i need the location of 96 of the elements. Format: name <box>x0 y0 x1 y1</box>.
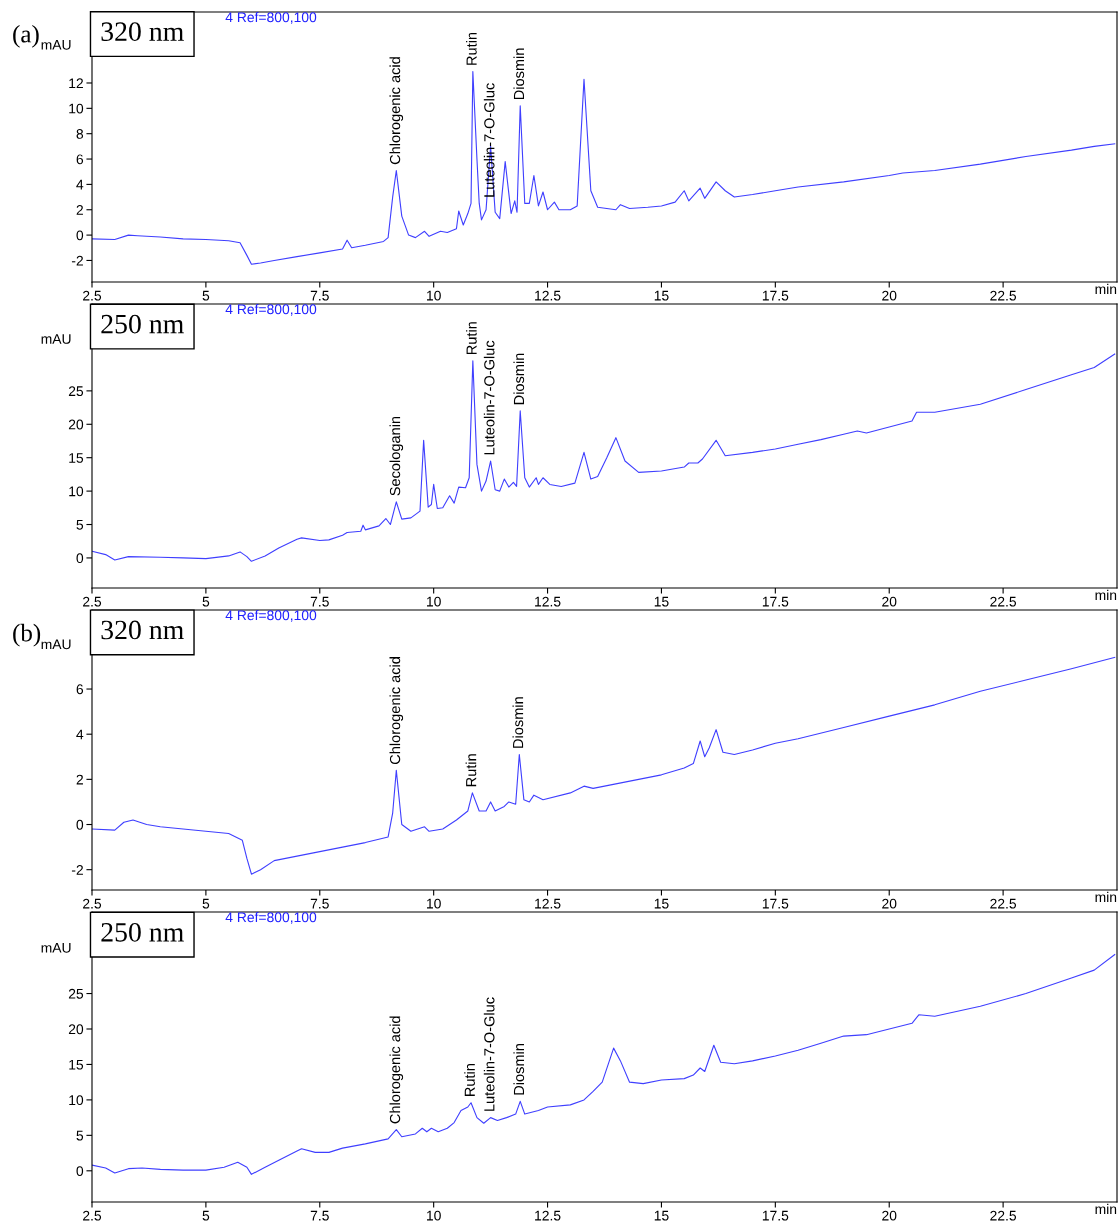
x-tick-label: 15 <box>654 290 669 301</box>
x-tick-label: 5 <box>202 596 210 607</box>
y-tick-label: 6 <box>76 684 84 695</box>
x-tick-label: 20 <box>882 1210 897 1221</box>
x-tick-label: 10 <box>427 898 441 909</box>
line-series <box>92 656 1116 875</box>
y-axis-title: mAU <box>41 943 71 953</box>
annotation: Rutin <box>464 1064 475 1096</box>
annotation: Diosmin <box>513 353 525 405</box>
annotation: Chlorogenic acid <box>389 657 404 765</box>
y-tick-label: 25 <box>68 386 84 397</box>
chart-title: 250 nm <box>101 922 184 942</box>
chart-title: 320 nm <box>101 620 184 640</box>
y-tick-label: 8 <box>76 129 84 139</box>
x-tick-label: 7.5 <box>310 1210 329 1221</box>
y-tick-label: 10 <box>69 486 84 497</box>
y-tick-label: 0 <box>76 553 84 564</box>
y-axis-title: mAU <box>41 334 71 344</box>
y-tick-label: 2 <box>76 774 83 785</box>
annotation: Secologanin <box>389 416 404 496</box>
annotation: Chlorogenic acid <box>389 1016 404 1124</box>
y-tick-label: 15 <box>69 1059 84 1070</box>
y-tick-label: -2 <box>71 255 83 266</box>
x-tick-label: 7.5 <box>310 898 329 909</box>
annotation: Luteolin-7-O-Gluc <box>483 997 495 1111</box>
x-tick-label: 12.5 <box>535 290 561 301</box>
x-tick-label: 10 <box>427 596 441 607</box>
y-tick-label: 12 <box>69 78 83 89</box>
y-tick-label: 0 <box>76 230 84 241</box>
x-tick-label: 22.5 <box>990 898 1017 909</box>
annotation: 4 Ref=800,100 <box>225 610 317 622</box>
x-tick-label: 15 <box>654 596 669 607</box>
x-tick-label: 2.5 <box>83 1210 102 1221</box>
x-axis-title: min <box>1095 1203 1117 1214</box>
x-tick-label: 17.5 <box>762 1210 789 1221</box>
x-axis-title: min <box>1095 589 1117 600</box>
x-tick-label: 7.5 <box>310 290 329 301</box>
annotation: 4 Ref=800,100 <box>225 12 317 24</box>
x-tick-label: 5 <box>202 290 210 301</box>
chart-title: 250 nm <box>101 314 184 334</box>
x-tick-label: 2.5 <box>83 290 102 301</box>
y-axis-title: mAU <box>41 639 71 650</box>
x-tick-label: 20 <box>882 290 897 301</box>
text: (b) <box>13 623 41 647</box>
chart-subtitle: (a) <box>13 24 39 48</box>
x-tick-label: 10 <box>427 1210 441 1221</box>
y-tick-label: -2 <box>71 865 83 875</box>
x-tick-label: 17.5 <box>762 898 789 909</box>
x-axis-title: min <box>1095 891 1117 902</box>
x-tick-label: 22.5 <box>990 290 1017 301</box>
x-tick-label: 2.5 <box>83 596 102 607</box>
annotation: Rutin <box>466 32 477 65</box>
y-tick-label: 10 <box>69 1095 84 1106</box>
x-tick-label: 20 <box>882 898 897 909</box>
chart-title: 320 nm <box>101 22 184 41</box>
y-tick-label: 4 <box>76 179 84 190</box>
x-tick-label: 12.5 <box>535 1210 561 1221</box>
y-tick-label: 2 <box>76 205 83 215</box>
annotation: Luteolin-7-O-Gluc <box>483 340 495 455</box>
y-tick-label: 6 <box>76 154 84 165</box>
x-tick-label: 2.5 <box>83 898 102 909</box>
x-tick-label: 15 <box>654 898 669 909</box>
y-tick-label: 15 <box>69 453 84 463</box>
y-tick-label: 20 <box>68 419 84 430</box>
annotation: Diosmin <box>513 48 525 100</box>
y-tick-label: 5 <box>76 1130 84 1141</box>
x-tick-label: 12.5 <box>535 596 561 607</box>
annotation: Diosmin <box>513 1044 525 1095</box>
y-tick-label: 4 <box>76 729 84 740</box>
annotation: Luteolin-7-O-Gluc <box>483 83 495 197</box>
x-tick-label: 5 <box>202 898 210 909</box>
x-tick-label: 22.5 <box>990 596 1017 607</box>
y-tick-label: 5 <box>76 520 84 530</box>
annotation: Rutin <box>466 322 477 355</box>
annotation: Chlorogenic acid <box>389 57 404 165</box>
x-tick-label: 17.5 <box>762 596 789 607</box>
x-tick-label: 22.5 <box>990 1210 1017 1221</box>
x-tick-label: 7.5 <box>310 596 329 607</box>
x-tick-label: 17.5 <box>762 290 789 301</box>
y-tick-label: 10 <box>69 103 84 114</box>
x-tick-label: 5 <box>202 1210 210 1221</box>
annotation: Rutin <box>465 754 477 787</box>
y-axis-title: mAU <box>41 40 71 50</box>
y-tick-label: 20 <box>68 1024 84 1035</box>
x-tick-label: 20 <box>882 596 897 607</box>
y-tick-label: 0 <box>76 819 84 830</box>
y-tick-label: 0 <box>76 1166 84 1176</box>
x-tick-label: 15 <box>654 1210 669 1221</box>
x-tick-label: 10 <box>427 290 441 301</box>
y-tick-label: 25 <box>68 988 84 999</box>
annotation: 4 Ref=800,100 <box>225 304 317 316</box>
x-axis-title: min <box>1095 283 1117 294</box>
line-series <box>92 953 1116 1175</box>
x-tick-label: 12.5 <box>535 898 561 909</box>
annotation: Diosmin <box>512 697 524 748</box>
annotation: 4 Ref=800,100 <box>225 912 317 924</box>
